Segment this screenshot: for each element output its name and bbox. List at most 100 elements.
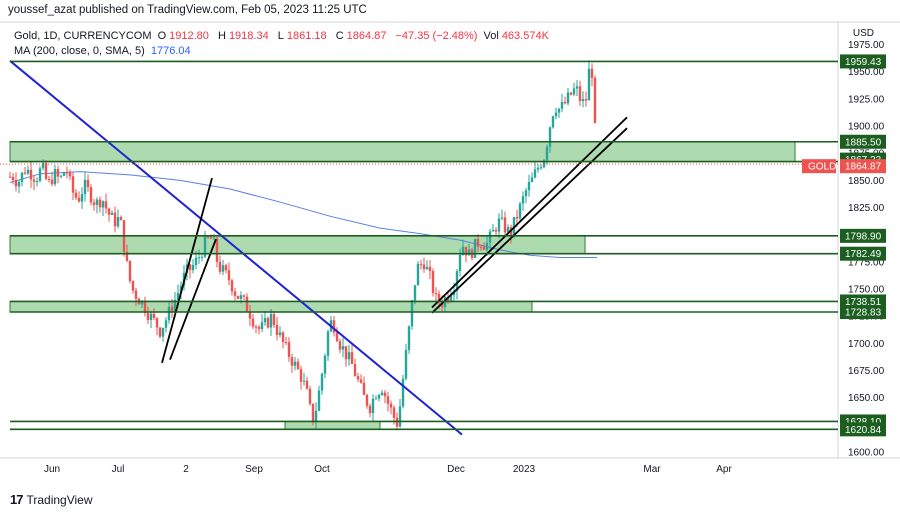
- candle[interactable]: [227, 262, 231, 286]
- level-tag[interactable]: 1620.84: [840, 422, 886, 437]
- candle[interactable]: [410, 299, 414, 330]
- candle[interactable]: [89, 184, 93, 206]
- candle[interactable]: [320, 372, 324, 395]
- candle[interactable]: [518, 201, 522, 222]
- candle[interactable]: [344, 346, 348, 367]
- level-tag[interactable]: 1782.49: [840, 246, 886, 261]
- trendlines[interactable]: [9, 60, 628, 436]
- candle[interactable]: [47, 175, 51, 183]
- candle[interactable]: [59, 174, 63, 179]
- candle[interactable]: [374, 395, 378, 400]
- candle[interactable]: [152, 308, 156, 321]
- candle[interactable]: [23, 166, 27, 175]
- candle[interactable]: [98, 196, 102, 213]
- candle[interactable]: [500, 209, 504, 221]
- candle[interactable]: [368, 403, 372, 418]
- candle[interactable]: [167, 302, 171, 325]
- candle[interactable]: [560, 93, 564, 113]
- candle[interactable]: [101, 200, 105, 217]
- candle[interactable]: [155, 317, 159, 336]
- candle[interactable]: [308, 385, 312, 406]
- candle[interactable]: [383, 389, 387, 404]
- candle[interactable]: [497, 213, 501, 239]
- candle[interactable]: [128, 260, 132, 284]
- last-price-tag[interactable]: 1864.87: [840, 159, 886, 174]
- candle[interactable]: [11, 173, 15, 185]
- candle[interactable]: [107, 207, 111, 222]
- candle[interactable]: [233, 287, 237, 301]
- candle[interactable]: [428, 259, 432, 280]
- candle[interactable]: [86, 174, 90, 192]
- candle[interactable]: [473, 238, 477, 259]
- candle[interactable]: [116, 209, 120, 229]
- candle[interactable]: [587, 60, 591, 101]
- candle[interactable]: [377, 393, 381, 402]
- candle[interactable]: [554, 107, 558, 120]
- candle[interactable]: [29, 161, 33, 189]
- candle[interactable]: [581, 91, 585, 108]
- candle[interactable]: [260, 313, 264, 333]
- candle[interactable]: [287, 337, 291, 362]
- candle[interactable]: [14, 172, 18, 192]
- candle[interactable]: [161, 327, 165, 342]
- trendline-black-2[interactable]: [169, 238, 217, 360]
- candle[interactable]: [242, 294, 246, 301]
- candle[interactable]: [122, 219, 126, 257]
- candle[interactable]: [248, 304, 252, 326]
- symbol-tag[interactable]: GOLD: [802, 159, 836, 174]
- candle[interactable]: [551, 115, 555, 129]
- support-resistance-zones[interactable]: [9, 141, 796, 430]
- candle[interactable]: [569, 92, 573, 96]
- candle[interactable]: [578, 80, 582, 107]
- candle[interactable]: [584, 91, 588, 107]
- candle[interactable]: [263, 311, 267, 326]
- candle[interactable]: [530, 172, 534, 183]
- candle[interactable]: [416, 261, 420, 286]
- candle[interactable]: [53, 164, 57, 187]
- candle[interactable]: [50, 171, 54, 187]
- candle[interactable]: [134, 288, 138, 306]
- candle[interactable]: [341, 337, 345, 358]
- level-tag[interactable]: 1738.51: [840, 294, 886, 309]
- candle[interactable]: [476, 233, 480, 253]
- candle[interactable]: [434, 287, 438, 302]
- candle[interactable]: [371, 394, 375, 422]
- candle[interactable]: [164, 317, 168, 333]
- candle[interactable]: [62, 171, 66, 177]
- candle[interactable]: [407, 325, 411, 354]
- candle[interactable]: [65, 166, 69, 179]
- candle[interactable]: [56, 165, 60, 184]
- candle[interactable]: [539, 164, 543, 170]
- candle[interactable]: [197, 249, 201, 264]
- candle[interactable]: [533, 160, 537, 179]
- candlesticks[interactable]: [8, 60, 597, 431]
- candle[interactable]: [386, 391, 390, 412]
- level-tag[interactable]: 1728.83: [840, 305, 886, 320]
- candle[interactable]: [356, 372, 360, 382]
- candle[interactable]: [305, 376, 309, 390]
- candle[interactable]: [479, 244, 483, 251]
- candle[interactable]: [200, 253, 204, 262]
- candle[interactable]: [272, 310, 276, 328]
- candle[interactable]: [353, 358, 357, 377]
- candle[interactable]: [323, 353, 327, 379]
- candle[interactable]: [224, 263, 228, 274]
- candle[interactable]: [32, 175, 36, 191]
- candle[interactable]: [218, 255, 222, 275]
- candle[interactable]: [110, 210, 114, 216]
- candle[interactable]: [95, 197, 99, 214]
- candle[interactable]: [17, 179, 21, 194]
- candle[interactable]: [143, 296, 147, 317]
- candle[interactable]: [293, 357, 297, 371]
- candle[interactable]: [404, 343, 408, 381]
- candle[interactable]: [314, 402, 318, 430]
- trendline-blue-0[interactable]: [9, 60, 463, 436]
- price-axis[interactable]: 1600.001625.001650.001675.001700.001725.…: [802, 40, 886, 459]
- candle[interactable]: [575, 80, 579, 96]
- candle[interactable]: [254, 324, 258, 334]
- candle[interactable]: [269, 308, 273, 336]
- candle[interactable]: [521, 191, 525, 211]
- candle[interactable]: [230, 278, 234, 296]
- candle[interactable]: [275, 317, 279, 341]
